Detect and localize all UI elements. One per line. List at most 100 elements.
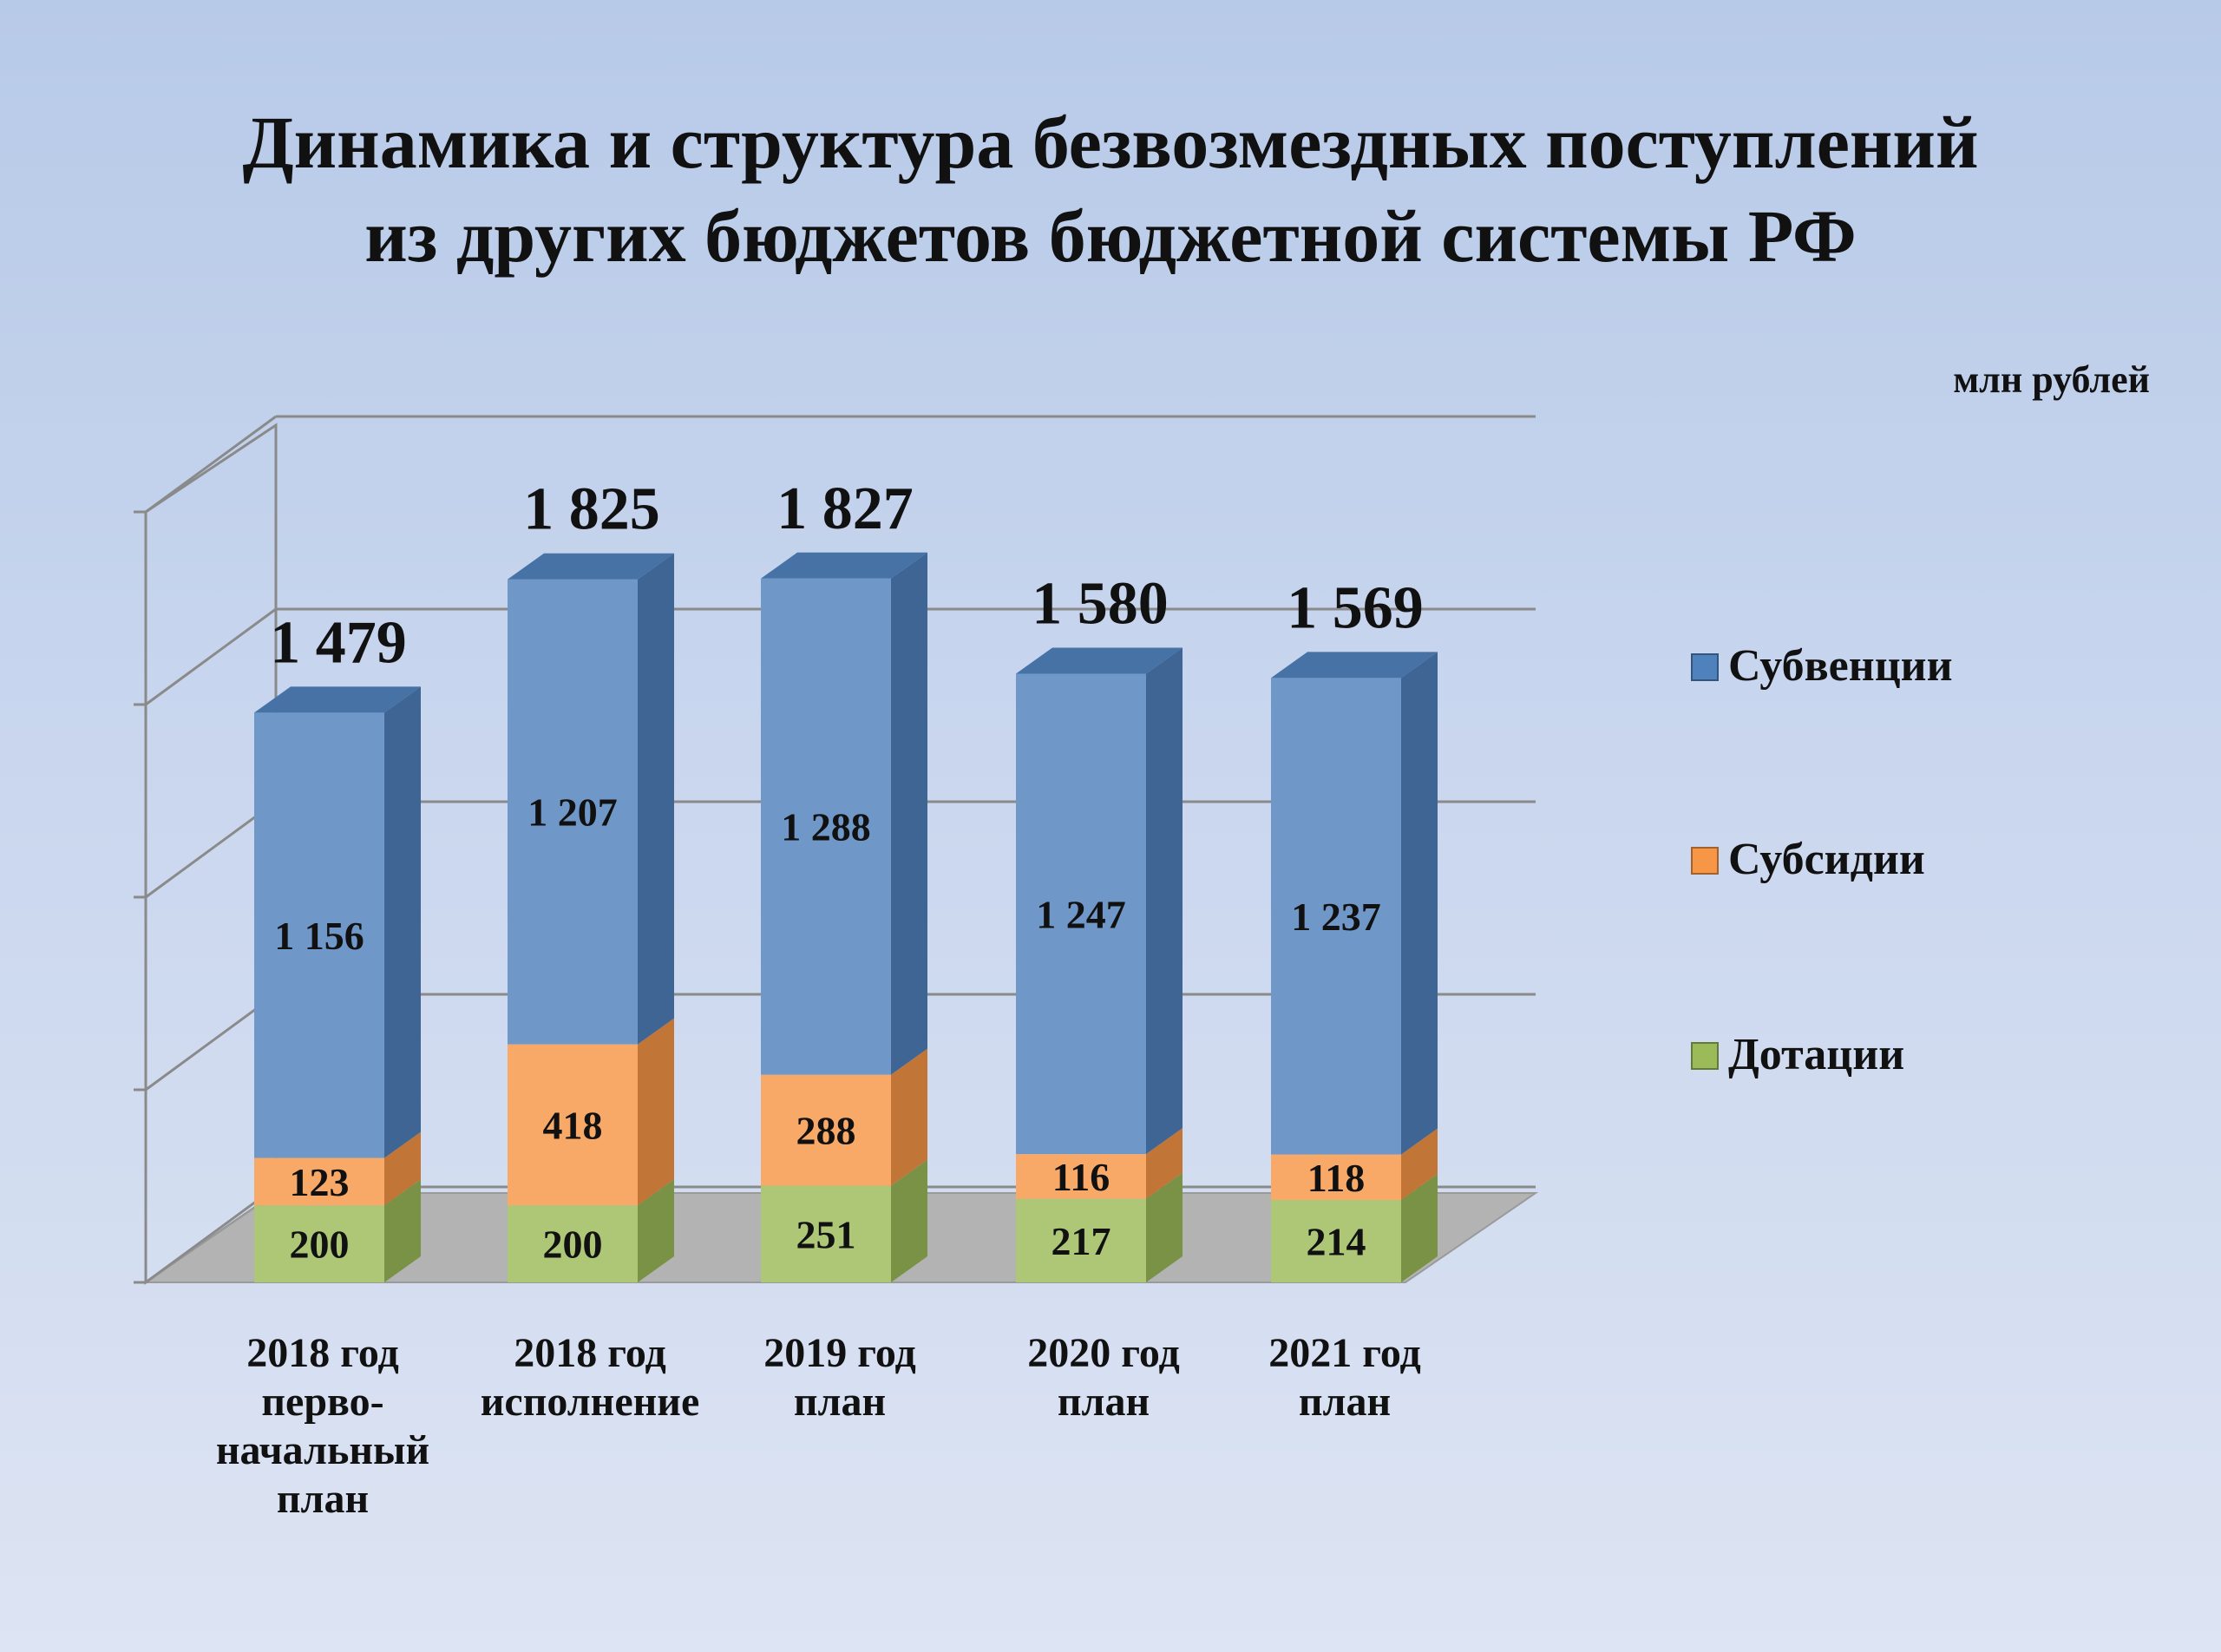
data-label: 200: [290, 1223, 350, 1267]
data-label: 418: [543, 1103, 603, 1147]
bar-side: [1146, 647, 1183, 1155]
bar-top: [1271, 652, 1438, 678]
total-label: 1 825: [523, 476, 660, 543]
bar-segment-Субсидии: [508, 1018, 674, 1206]
category-label: 2020 год план: [1027, 1330, 1180, 1425]
bar-front: [761, 1185, 891, 1282]
category-label-line: исполнение: [481, 1379, 700, 1425]
bar-side: [891, 1048, 927, 1186]
bar-segment-Субсидии: [1271, 1128, 1438, 1200]
bar-side: [384, 1131, 421, 1206]
category-label-line: план: [1299, 1379, 1391, 1425]
data-label: 123: [290, 1160, 350, 1204]
total-label: 1 479: [270, 609, 407, 676]
bar-segment-Субсидии: [761, 1048, 927, 1186]
bar-segment-Субвенции: [254, 686, 421, 1158]
legend: Субвенции Субсидии Дотации: [1691, 641, 1953, 1079]
data-label: 200: [543, 1223, 603, 1267]
legend-label: Субсидии: [1728, 835, 1925, 884]
data-label: 288: [796, 1109, 856, 1153]
category-label-line: план: [794, 1379, 886, 1425]
category-label-line: план: [1058, 1379, 1150, 1425]
category-label: 2018 год перво-начальный план: [216, 1330, 429, 1522]
category-label-line: 2019 год: [763, 1330, 916, 1376]
bar-front: [254, 1205, 384, 1282]
legend-label: Субвенции: [1728, 641, 1953, 691]
legend-item: Субвенции: [1691, 641, 1953, 691]
category-label-line: перво-: [261, 1379, 383, 1425]
bar-segment-Дотации: [1016, 1172, 1183, 1282]
bar-top: [1016, 647, 1183, 674]
bar-segment-Дотации: [254, 1179, 421, 1282]
bar-top: [761, 552, 927, 579]
bar-top: [254, 686, 421, 713]
bar-front: [1271, 1154, 1401, 1200]
total-label: 1 580: [1032, 570, 1169, 637]
bar-front: [761, 578, 891, 1075]
data-label: 1 207: [527, 790, 618, 835]
data-label: 118: [1307, 1156, 1365, 1200]
category-label-line: план: [277, 1476, 369, 1522]
bar-front: [508, 579, 638, 1045]
bar-segment-Субвенции: [1016, 647, 1183, 1155]
bar-segment-Субсидии: [1016, 1128, 1183, 1199]
data-label: 1 237: [1291, 895, 1381, 939]
category-label-line: 2021 год: [1268, 1330, 1421, 1376]
data-label: 1 156: [274, 914, 364, 958]
bar-side: [891, 552, 927, 1075]
bar-front: [1016, 1198, 1146, 1282]
bar-front: [1271, 678, 1401, 1155]
category-label-line: 2018 год: [246, 1330, 399, 1376]
legend-swatch: [1691, 1042, 1719, 1070]
total-label: 1 569: [1287, 574, 1424, 641]
bar-side: [1146, 1128, 1183, 1199]
legend-item: Дотации: [1691, 1030, 1904, 1079]
bar-segment-Дотации: [508, 1179, 674, 1282]
category-label: 2021 год план: [1268, 1330, 1421, 1425]
bar-segment-Субвенции: [761, 552, 927, 1075]
bar-side: [384, 686, 421, 1158]
bar-side: [384, 1179, 421, 1282]
bar-side: [1401, 652, 1438, 1155]
data-label: 251: [796, 1212, 856, 1256]
bar-side: [1146, 1172, 1183, 1282]
bar-side: [638, 553, 674, 1045]
data-label: 214: [1307, 1219, 1366, 1263]
data-label: 116: [1052, 1155, 1110, 1199]
bar-segment-Субвенции: [1271, 652, 1438, 1155]
legend-swatch: [1691, 847, 1719, 875]
bar-front: [254, 712, 384, 1158]
bar-top: [508, 553, 674, 580]
bar-front: [1016, 673, 1146, 1155]
total-label: 1 827: [776, 475, 914, 542]
bar-front: [761, 1074, 891, 1186]
legend-item: Субсидии: [1691, 835, 1925, 884]
bar-side: [1401, 1128, 1438, 1200]
category-label: 2018 год исполнение: [481, 1330, 700, 1425]
category-label: 2019 год план: [763, 1330, 916, 1425]
bar-segment-Дотации: [761, 1159, 927, 1282]
side-gridline: [145, 607, 277, 706]
bar-side: [891, 1159, 927, 1282]
data-label: 217: [1052, 1219, 1111, 1263]
bar-side: [638, 1179, 674, 1282]
bar-segment-Субсидии: [254, 1131, 421, 1206]
side-gridline: [145, 415, 277, 514]
bar-segment-Субвенции: [508, 553, 674, 1045]
bar-side: [1401, 1173, 1438, 1282]
bar-front: [508, 1205, 638, 1282]
bar-front: [254, 1157, 384, 1206]
category-label-line: 2020 год: [1027, 1330, 1180, 1376]
chart-title: Динамика и структура безвозмездных посту…: [0, 95, 2221, 283]
bar-front: [1016, 1154, 1146, 1199]
legend-label: Дотации: [1728, 1030, 1904, 1079]
bar-group: [254, 552, 1438, 1282]
data-label: 1 247: [1036, 892, 1126, 936]
category-label-line: 2018 год: [514, 1330, 666, 1376]
title-line-2: из других бюджетов бюджетной системы РФ: [364, 194, 1857, 278]
bar-side: [638, 1018, 674, 1206]
title-line-1: Динамика и структура безвозмездных посту…: [242, 101, 1979, 184]
category-label-line: начальный: [216, 1427, 429, 1473]
